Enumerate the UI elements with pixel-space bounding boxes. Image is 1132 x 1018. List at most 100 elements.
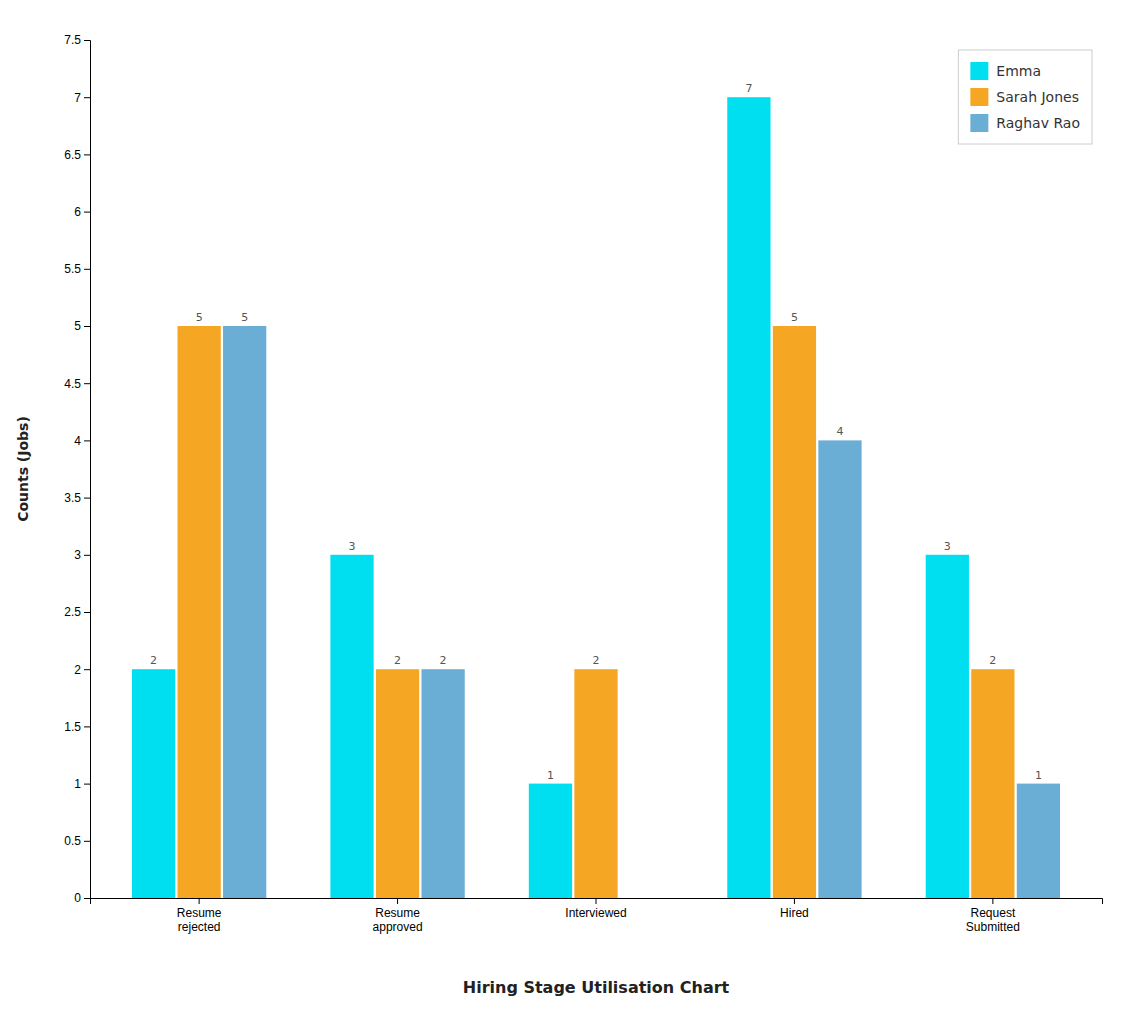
tick-mark — [84, 326, 90, 327]
tick: 4 — [74, 434, 90, 448]
y-axis: 0 0.5 1 1.5 2 2.5 3 3.5 4 4.5 5 5.5 6 6.5 7 7.5 — [64, 33, 90, 905]
tick-label: Hired — [780, 906, 809, 920]
tick-label: 1.5 — [64, 720, 81, 734]
bars — [132, 97, 1060, 898]
tick-label: 4 — [74, 434, 81, 448]
y-axis-title: Counts (Jobs) — [15, 416, 31, 522]
series — [223, 326, 1060, 898]
legend-label: Raghav Rao — [996, 115, 1080, 131]
data-label: 2 — [394, 654, 401, 667]
tick: RequestSubmitted — [966, 898, 1020, 934]
bar — [727, 97, 770, 898]
tick-mark — [84, 669, 90, 670]
tick-label: 6 — [74, 205, 81, 219]
x-axis: ResumerejectedResumeapprovedInterviewedH… — [91, 898, 1103, 934]
tick: 0.5 — [64, 834, 90, 848]
tick-mark — [84, 726, 90, 727]
tick-label: 0.5 — [64, 834, 81, 848]
tick: 1 — [74, 777, 90, 791]
legend-item: Emma — [970, 62, 1041, 80]
tick: 6.5 — [64, 148, 90, 162]
data-label: 5 — [241, 311, 248, 324]
data-label: 2 — [150, 654, 157, 667]
data-label: 1 — [547, 769, 554, 782]
data-labels: 23173522525241 — [150, 82, 1042, 781]
bar — [132, 669, 175, 898]
tick: Interviewed — [565, 898, 626, 920]
data-label: 7 — [745, 82, 752, 95]
tick: 2.5 — [64, 605, 90, 619]
tick-label: 3.5 — [64, 491, 81, 505]
tick-label: 4.5 — [64, 377, 81, 391]
tick: 7.5 — [64, 33, 90, 47]
tick-mark — [84, 154, 90, 155]
plot: 0 0.5 1 1.5 2 2.5 3 3.5 4 4.5 5 5.5 6 6.5 7 7.5 Resumere… — [64, 33, 1102, 934]
tick-label: 6.5 — [64, 148, 81, 162]
bar — [1017, 784, 1060, 898]
tick: 2 — [74, 663, 90, 677]
tick-mark — [84, 498, 90, 499]
data-label: 3 — [944, 540, 951, 553]
tick-label: 3 — [74, 548, 81, 562]
series — [132, 97, 969, 898]
bar — [971, 669, 1014, 898]
tick-mark — [84, 555, 90, 556]
bar — [223, 326, 266, 898]
tick-label: 7.5 — [64, 33, 81, 47]
tick-mark — [397, 898, 398, 904]
bar — [773, 326, 816, 898]
tick-label: 0 — [74, 891, 81, 905]
legend-label: Sarah Jones — [996, 89, 1079, 105]
tick-label: 5 — [74, 319, 81, 333]
tick: 7 — [74, 91, 90, 105]
data-label: 5 — [791, 311, 798, 324]
tick-mark — [992, 898, 993, 904]
legend: Emma Sarah Jones Raghav Rao — [958, 50, 1092, 144]
bar — [421, 669, 464, 898]
data-label: 1 — [1035, 769, 1042, 782]
bar — [818, 440, 861, 898]
tick: 4.5 — [64, 377, 90, 391]
tick-label: 5.5 — [64, 262, 81, 276]
tick: Resumerejected — [177, 898, 222, 934]
bar — [529, 784, 572, 898]
tick: 0 — [74, 891, 90, 905]
tick: Hired — [780, 898, 809, 920]
tick-mark — [84, 212, 90, 213]
tick-label: 7 — [74, 91, 81, 105]
tick-label: 1 — [74, 777, 81, 791]
legend-swatch — [970, 88, 988, 106]
tick-mark — [794, 898, 795, 904]
tick-mark — [596, 898, 597, 904]
bar — [620, 898, 663, 899]
bar — [574, 669, 617, 898]
tick-mark — [84, 40, 90, 41]
tick-mark — [84, 97, 90, 98]
tick-label: Interviewed — [565, 906, 626, 920]
tick: 1.5 — [64, 720, 90, 734]
axis-line — [91, 899, 1103, 905]
axis-line — [84, 41, 91, 899]
tick-mark — [84, 898, 90, 899]
tick-label: RequestSubmitted — [966, 906, 1020, 934]
bar — [376, 669, 419, 898]
legend-swatch — [970, 114, 988, 132]
tick-mark — [84, 440, 90, 441]
tick-label: 2 — [74, 663, 81, 677]
tick-mark — [84, 269, 90, 270]
data-label: 2 — [989, 654, 996, 667]
tick: 5 — [74, 319, 90, 333]
data-label: 2 — [440, 654, 447, 667]
tick-label: Resumerejected — [177, 906, 222, 934]
tick: 3 — [74, 548, 90, 562]
tick-mark — [84, 841, 90, 842]
data-label: 4 — [836, 425, 843, 438]
data-label: 5 — [196, 311, 203, 324]
tick-mark — [84, 784, 90, 785]
tick-mark — [199, 898, 200, 904]
legend-box — [958, 50, 1092, 144]
tick-mark — [84, 383, 90, 384]
tick-mark — [84, 612, 90, 613]
legend-swatch — [970, 62, 988, 80]
bar — [330, 555, 373, 898]
